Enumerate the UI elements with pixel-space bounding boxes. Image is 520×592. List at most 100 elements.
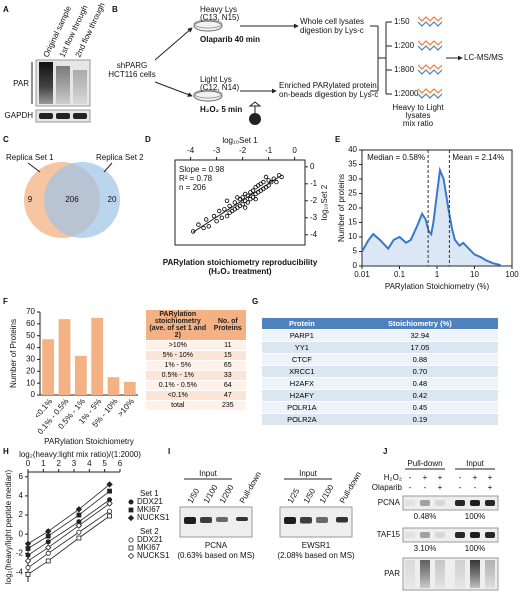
blot-band [485,500,495,506]
y-tick-label: 30 [348,174,357,183]
peptide-icon [417,88,443,94]
blot-lane [420,560,430,588]
y-axis-label: Number of proteins [337,174,346,242]
x-tick-label: 0.01 [354,270,370,279]
note: (2.08% based on MS) [277,551,355,560]
panel-label: E [335,135,341,144]
blot-lane [405,560,415,588]
caption: PARylation stoichiometry reproducibility [163,258,318,267]
y-tick-label: 20 [26,366,35,375]
venn-count: 9 [28,195,33,204]
sign: + [423,473,428,482]
series-line [27,499,110,556]
row: CTCF 0.88 [262,353,498,366]
dish-rim [193,19,223,29]
header-cell: PARylation stoichiometry (ave. of set 1 … [146,310,210,341]
step: Whole cell lysates [300,17,364,26]
blot-band [336,517,348,523]
step: on-beads digestion by Lys-c [279,90,378,99]
row: XRCC1 0.70 [262,365,498,378]
marker [75,506,83,513]
blot-band [200,517,212,523]
blot [402,557,499,591]
peptide-icon [417,93,443,99]
row: H2AFX 0.48 [262,377,498,390]
annotation: n = 206 [179,183,206,192]
reference-label: Mean = 2.14% [452,153,504,162]
blot-label: PAR [384,569,400,578]
lane-label: 1/100 [318,483,336,505]
y-tick-label: 25 [348,189,357,198]
panel-label: D [145,135,151,144]
plot-frame [174,159,306,246]
bar [74,355,87,395]
x-tick-label: 1 [41,459,46,468]
marker [76,529,82,535]
marker [106,481,113,488]
blot-band [420,500,430,506]
marker [24,540,32,547]
x-tick-label: -3 [213,146,221,155]
row: total 235 [146,400,246,410]
panel-label: G [252,297,258,306]
lane-label: 1/200 [218,483,236,505]
bead [249,113,261,125]
legend-label: DDX21 [137,497,163,506]
row: 0.5% - 1% 33 [146,370,246,381]
blot-band [39,113,53,119]
bar [58,319,71,395]
label: (C12, N14) [200,83,239,92]
blot-lane [455,560,465,588]
panel-label: J [383,447,387,456]
percent-label: 0.48% [414,512,437,521]
header-row: PARylation stoichiometry (ave. of set 1 … [146,310,246,341]
fit-line [192,174,282,233]
marker [45,558,51,564]
cell-label: shPARG [117,61,148,70]
marker [45,539,51,545]
treatment-label: Olaparib [372,483,403,492]
treatment: H₂O₂ 5 min [200,105,242,114]
x-tick-label: 0 [292,146,297,155]
blot-band [184,517,196,524]
blot-band [405,532,415,538]
lane-label: 1/100 [202,483,220,505]
y-tick-label: 0 [310,162,315,171]
y-tick-label: 50 [26,331,35,340]
y-tick-label: 20 [348,203,357,212]
y-tick-label: 60 [26,319,35,328]
blot-band [73,113,87,119]
ratio: 1:200 [394,41,415,50]
x-tick-label: 0.1 [394,270,406,279]
blot-band [420,532,430,538]
cell: 0.48 [341,377,498,390]
marker [107,508,113,514]
blot [402,495,499,511]
dish [193,20,223,32]
point [245,200,250,205]
cell: >10% [146,340,210,351]
legend-group: Set 2 [140,527,159,536]
sign: - [409,483,412,492]
x-axis-label: log₂(heavy:light mix ratio)/(1:2000) [19,450,141,459]
group-header: Input [299,469,318,478]
y-tick-label: 35 [348,160,357,169]
ratio: 1:800 [394,65,415,74]
annotation: Slope = 0.98 [179,165,225,174]
header-cell: No. of Proteins [209,310,246,341]
row-label: GAPDH [5,111,34,120]
x-tick-label: >10% [116,397,136,419]
row: H2AFY 0.42 [262,389,498,402]
y-tick-label: -3 [310,213,318,222]
x-tick-label: 6 [118,459,123,468]
table: Protein Stoichiometry (%) PARP1 32.94 YY1 17.… [262,318,498,425]
point [263,174,269,180]
blot-label: PCNA [378,498,401,507]
row: PARP1 32.94 [262,329,498,342]
cell: 64 [209,380,246,391]
blot-band [216,517,228,522]
x-tick-label: 100 [505,270,519,279]
y-tick-label: 10 [26,378,35,387]
lane-label: 1/50 [302,487,318,505]
cell: 32.94 [341,329,498,342]
